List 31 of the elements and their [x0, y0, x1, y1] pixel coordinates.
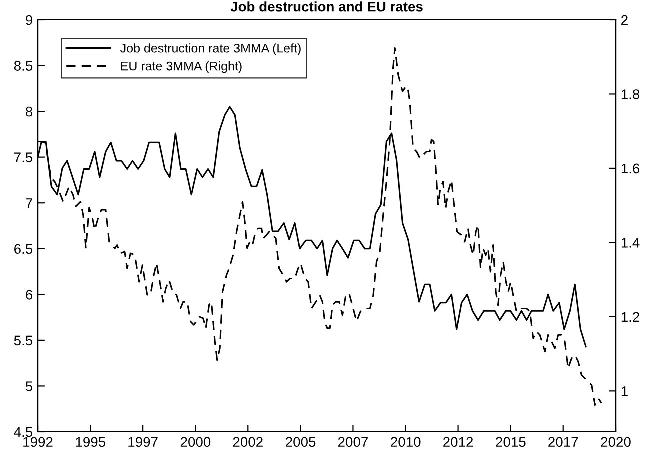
- x-tick-label: 2020: [601, 437, 631, 448]
- y-tick-label: 6: [26, 290, 33, 300]
- x-tick-label: 2015: [496, 437, 526, 448]
- x-tick-label: 1992: [24, 437, 53, 448]
- legend-label: EU rate 3MMA (Right): [121, 62, 242, 74]
- y2-tick-label: 1: [622, 386, 628, 396]
- y2-tick-label: 2: [622, 15, 628, 26]
- x-tick-label: 2010: [391, 437, 421, 448]
- y2-tick-label: 1.6: [622, 164, 640, 174]
- y2-tick-label: 1.8: [622, 90, 640, 100]
- y-tick-label: 8: [26, 106, 33, 117]
- y-tick-label: 7.5: [14, 152, 33, 163]
- y-tick-label: 5: [26, 382, 33, 392]
- y2-tick-label: 1.2: [622, 312, 640, 322]
- y2-tick-label: 1.4: [622, 238, 640, 248]
- y-tick-label: 9: [26, 15, 32, 26]
- chart-title: Job destruction and EU rates: [230, 2, 423, 12]
- x-tick-label: 2002: [233, 437, 263, 448]
- x-tick-label: 2000: [180, 437, 211, 448]
- y-tick-label: 8.5: [14, 61, 33, 71]
- x-tick-label: 2005: [286, 437, 316, 448]
- x-tick-label: 2012: [444, 437, 474, 448]
- y-tick-label: 5.5: [14, 336, 33, 346]
- x-tick-label: 2017: [548, 437, 578, 448]
- legend-label: Job destruction rate 3MMA (Left): [120, 44, 301, 56]
- y-tick-label: 6.5: [14, 244, 33, 254]
- y-tick-label: 7: [26, 198, 32, 208]
- y-tick-label: 4.5: [14, 427, 33, 438]
- x-tick-label: 2007: [338, 437, 368, 448]
- x-tick-label: 1997: [128, 437, 158, 448]
- x-tick-label: 1995: [76, 437, 106, 448]
